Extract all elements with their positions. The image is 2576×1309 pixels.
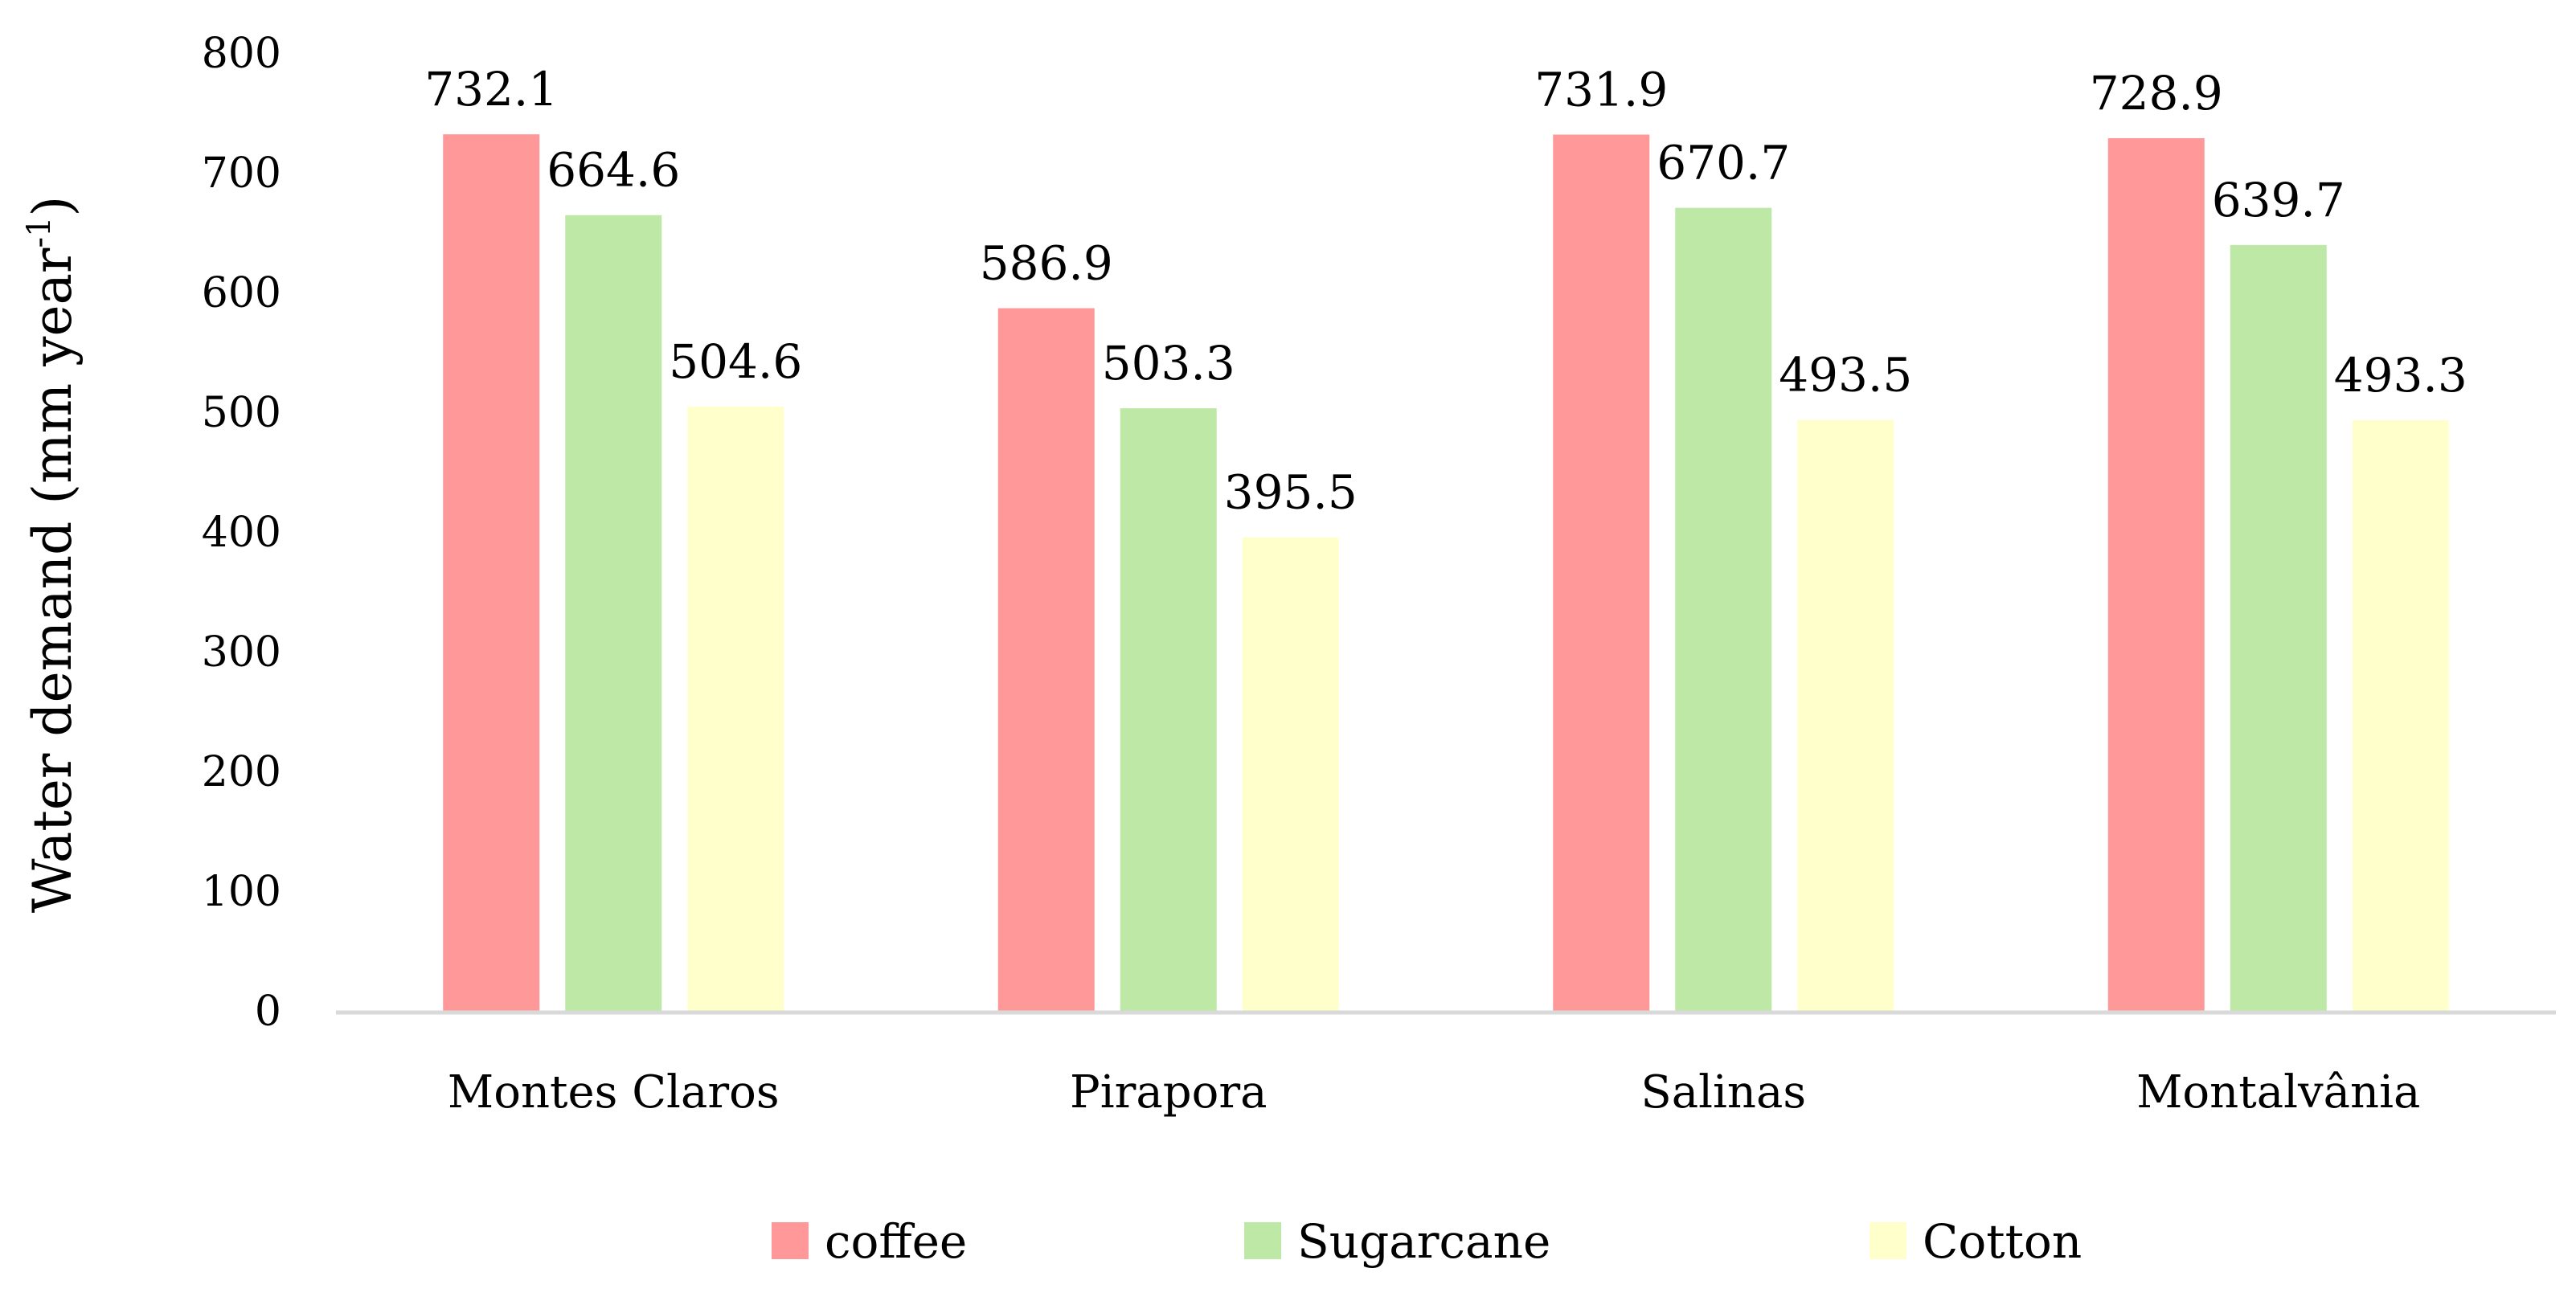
- y-axis-ticks: 0 100 200 300 400 500 600 700 800: [202, 30, 281, 1036]
- y-tick-label: 200: [202, 748, 281, 796]
- x-category-label: Montes Claros: [448, 1066, 780, 1119]
- legend-swatch: [772, 1222, 809, 1259]
- bar-sugarcane-2: [1675, 207, 1772, 1012]
- legend-label: coffee: [825, 1214, 967, 1269]
- data-label-sugarcane-0: 664.6: [547, 143, 680, 198]
- bar-coffee-3: [2107, 137, 2205, 1012]
- legend-label: Cotton: [1923, 1214, 2082, 1269]
- bar-cotton-3: [2352, 419, 2449, 1011]
- data-label-coffee-1: 586.9: [980, 236, 1113, 291]
- y-tick-label: 600: [202, 269, 281, 317]
- data-label-cotton-3: 493.3: [2334, 348, 2467, 403]
- x-category-label: Montalvânia: [2136, 1066, 2420, 1119]
- y-axis-title: Water demand (mm year-1): [21, 196, 84, 913]
- legend-item-coffee: coffee: [772, 1214, 967, 1269]
- bar-coffee-2: [1553, 134, 1650, 1011]
- y-tick-label: 100: [202, 868, 281, 916]
- y-tick-label: 400: [202, 509, 281, 557]
- y-tick-label: 500: [202, 389, 281, 437]
- x-category-label: Pirapora: [1070, 1066, 1267, 1119]
- bar-coffee-0: [443, 134, 540, 1011]
- x-axis-categories: Montes Claros Pirapora Salinas Montalvânia: [448, 1066, 2420, 1119]
- data-labels: 732.1 664.6 504.6 586.9 503.3 395.5 731.9 670.7…: [424, 62, 2467, 520]
- legend-swatch: [1870, 1222, 1906, 1259]
- data-label-cotton-1: 395.5: [1224, 465, 1358, 520]
- y-tick-label: 800: [202, 30, 281, 78]
- legend-item-sugarcane: Sugarcane: [1244, 1214, 1550, 1269]
- data-label-coffee-0: 732.1: [424, 62, 558, 117]
- legend: coffee Sugarcane Cotton: [772, 1214, 2082, 1269]
- y-axis-title-main: Water demand (mm year: [22, 247, 84, 913]
- legend-item-cotton: Cotton: [1870, 1214, 2082, 1269]
- legend-label: Sugarcane: [1297, 1214, 1550, 1269]
- data-label-sugarcane-3: 639.7: [2212, 173, 2345, 227]
- data-label-cotton-0: 504.6: [669, 334, 802, 389]
- x-category-label: Salinas: [1640, 1066, 1806, 1119]
- bar-sugarcane-1: [1120, 408, 1217, 1011]
- bar-coffee-1: [997, 308, 1095, 1011]
- bars: [443, 134, 2449, 1012]
- y-axis-title-close: ): [22, 196, 84, 217]
- y-tick-label: 0: [255, 988, 281, 1036]
- data-label-coffee-2: 731.9: [1534, 62, 1668, 117]
- bar-cotton-1: [1242, 537, 1339, 1011]
- data-label-coffee-3: 728.9: [2090, 66, 2223, 121]
- bar-sugarcane-0: [565, 215, 662, 1012]
- y-axis-title-superscript: -1: [21, 217, 58, 248]
- bar-cotton-0: [687, 407, 784, 1011]
- y-tick-label: 700: [202, 149, 281, 198]
- data-label-cotton-2: 493.5: [1779, 348, 1912, 403]
- bar-sugarcane-3: [2230, 244, 2327, 1011]
- data-label-sugarcane-1: 503.3: [1102, 336, 1235, 391]
- data-label-sugarcane-2: 670.7: [1657, 136, 1790, 190]
- y-tick-label: 300: [202, 628, 281, 677]
- bar-cotton-2: [1797, 419, 1894, 1011]
- legend-swatch: [1244, 1222, 1281, 1259]
